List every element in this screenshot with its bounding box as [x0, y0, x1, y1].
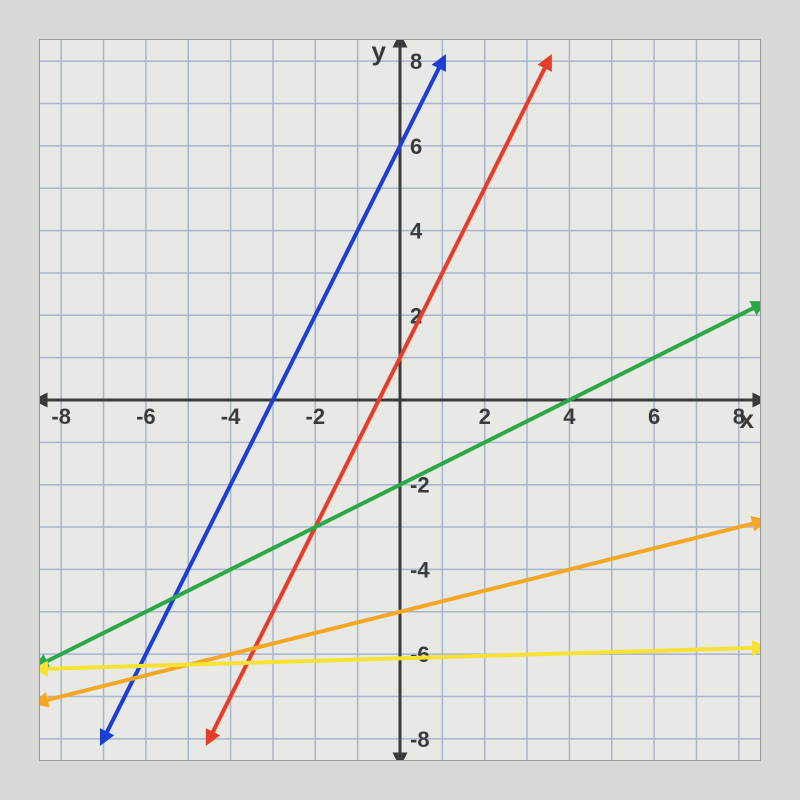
x-tick-label: 2	[479, 404, 491, 429]
coordinate-graph: -8-6-4-22468-8-6-4-22468xy	[39, 39, 761, 761]
x-tick-label: 6	[648, 404, 660, 429]
y-tick-label: -6	[410, 642, 430, 667]
y-tick-label: 4	[410, 219, 423, 244]
x-tick-label: 4	[563, 404, 576, 429]
y-tick-label: 8	[410, 49, 422, 74]
x-tick-label: -8	[51, 404, 71, 429]
x-tick-label: -6	[136, 404, 156, 429]
graph-svg: -8-6-4-22468-8-6-4-22468xy	[40, 40, 760, 760]
y-tick-label: -8	[410, 727, 430, 752]
x-tick-label: -2	[306, 404, 326, 429]
x-axis-label: x	[740, 404, 755, 434]
y-tick-label: -4	[410, 557, 430, 582]
x-tick-label: -4	[221, 404, 241, 429]
y-axis-label: y	[372, 40, 387, 66]
y-tick-label: 6	[410, 134, 422, 159]
